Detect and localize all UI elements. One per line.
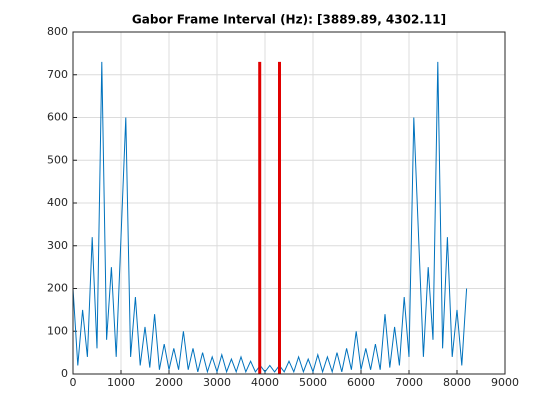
x-tick-label: 3000 <box>203 376 231 389</box>
chart-title: Gabor Frame Interval (Hz): [3889.89, 430… <box>132 13 446 27</box>
y-tick-label: 600 <box>47 111 68 124</box>
x-tick-label: 9000 <box>491 376 519 389</box>
x-tick-label: 5000 <box>299 376 327 389</box>
x-tick-label: 2000 <box>155 376 183 389</box>
y-tick-label: 400 <box>47 196 68 209</box>
y-tick-label: 800 <box>47 25 68 38</box>
y-tick-label: 500 <box>47 153 68 166</box>
y-tick-label: 700 <box>47 68 68 81</box>
x-tick-label: 1000 <box>107 376 135 389</box>
x-tick-label: 8000 <box>443 376 471 389</box>
x-tick-label: 7000 <box>395 376 423 389</box>
y-tick-label: 300 <box>47 239 68 252</box>
x-tick-label: 0 <box>70 376 77 389</box>
x-tick-label: 6000 <box>347 376 375 389</box>
data-line <box>72 61 468 374</box>
y-tick-label: 0 <box>61 367 68 380</box>
y-tick-label: 200 <box>47 282 68 295</box>
y-tick-label: 100 <box>47 324 68 337</box>
axes-box <box>72 31 506 375</box>
x-tick-label: 4000 <box>251 376 279 389</box>
